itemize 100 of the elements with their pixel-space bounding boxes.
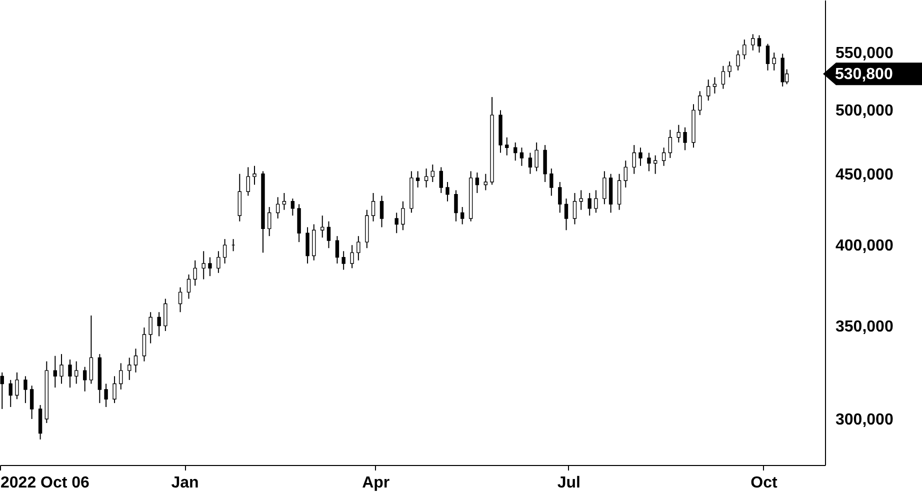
candlestick xyxy=(424,168,428,188)
candlestick xyxy=(193,260,197,286)
candlestick xyxy=(484,173,488,191)
candlestick xyxy=(617,173,622,210)
candlestick xyxy=(15,372,19,400)
candlestick xyxy=(30,385,34,420)
candlestick xyxy=(335,236,340,264)
y-tick-label: 500,000 xyxy=(836,102,894,120)
candlestick xyxy=(683,126,687,151)
candlestick xyxy=(326,220,331,249)
candlestick xyxy=(350,244,354,269)
candlestick xyxy=(534,142,538,172)
candlestick xyxy=(668,129,672,158)
candlestick xyxy=(736,50,740,71)
candlestick xyxy=(142,327,146,362)
x-tick-label: Jan xyxy=(171,474,199,492)
y-tick-label: 400,000 xyxy=(836,238,894,255)
candlestick xyxy=(676,124,681,143)
candlestick xyxy=(89,315,94,384)
candlestick xyxy=(698,90,702,116)
candlestick xyxy=(460,206,464,225)
candlestick xyxy=(74,360,78,384)
y-tick-label: 450,000 xyxy=(836,166,894,184)
candlestick xyxy=(757,34,762,54)
x-tick-label: 2022 Oct 06 xyxy=(0,474,90,492)
candlestick xyxy=(772,52,776,71)
x-tick-label: Apr xyxy=(362,474,390,492)
candlestick xyxy=(371,192,376,222)
candlestick xyxy=(543,144,547,182)
candlestick xyxy=(647,152,651,172)
candlestick xyxy=(119,362,123,390)
candlestick xyxy=(520,147,524,166)
candlestick xyxy=(558,182,562,214)
candlestick xyxy=(706,79,710,102)
candlestick xyxy=(514,142,518,162)
candlestick xyxy=(0,372,4,410)
candlestick xyxy=(475,172,480,194)
candlestick xyxy=(186,274,191,300)
candlestick xyxy=(8,379,12,408)
candlestick xyxy=(208,256,212,277)
candlestick xyxy=(68,359,72,388)
candlestick xyxy=(112,376,116,404)
candlestick xyxy=(416,170,420,188)
candlestick xyxy=(505,136,509,156)
candlestick xyxy=(446,182,450,202)
candlestick xyxy=(82,366,87,392)
candlestick xyxy=(401,200,405,231)
candlestick xyxy=(282,192,286,210)
candlestick xyxy=(178,286,182,313)
candlestick xyxy=(430,164,434,182)
text: 530,800 xyxy=(835,66,893,83)
candlestick xyxy=(439,166,443,194)
candlestick xyxy=(751,34,755,51)
candlestick xyxy=(157,312,161,337)
candlestick xyxy=(594,190,598,214)
candlestick xyxy=(60,354,64,384)
candlestick xyxy=(550,168,554,196)
candlestick xyxy=(252,165,256,186)
x-tick-label: Oct xyxy=(750,474,778,492)
y-tick-label: 550,000 xyxy=(836,45,894,62)
y-tick-label: 350,000 xyxy=(836,318,894,336)
candlestick xyxy=(306,226,310,264)
candlestick xyxy=(356,236,360,261)
candlestick xyxy=(742,39,746,60)
candlestick xyxy=(202,250,206,280)
y-tick-label: 300,000 xyxy=(836,411,894,428)
candlestick xyxy=(216,250,220,274)
candlestick xyxy=(638,147,642,166)
candlestick xyxy=(134,348,138,373)
candlestick xyxy=(238,173,242,222)
candlestick xyxy=(624,160,628,188)
candlestick xyxy=(564,198,568,231)
candlestick xyxy=(53,355,57,388)
candlestick xyxy=(632,144,636,174)
candlestick xyxy=(602,170,606,205)
candlestick xyxy=(104,383,108,408)
candlestick xyxy=(290,198,295,216)
candlestick xyxy=(128,357,132,380)
candlestick xyxy=(528,152,532,174)
candlestick xyxy=(148,312,152,344)
candlestick xyxy=(579,190,583,210)
candlestick xyxy=(394,212,398,234)
candlestick xyxy=(380,195,384,228)
candlestick xyxy=(728,60,732,78)
candlestick xyxy=(164,298,168,332)
candlestick xyxy=(588,192,592,216)
candlestick xyxy=(246,166,250,196)
candlestick xyxy=(662,147,666,166)
candlestick xyxy=(222,238,227,264)
candlestick xyxy=(276,196,280,219)
candlestick xyxy=(712,76,717,94)
candlestick xyxy=(572,192,577,225)
candlestick xyxy=(454,190,458,222)
candlestick xyxy=(320,215,324,238)
candlestick xyxy=(780,53,784,87)
candlestick xyxy=(267,206,272,237)
candlestick xyxy=(24,376,28,404)
x-tick-label: Jul xyxy=(557,474,580,492)
candlestick xyxy=(342,250,346,270)
candlestick xyxy=(766,43,770,71)
